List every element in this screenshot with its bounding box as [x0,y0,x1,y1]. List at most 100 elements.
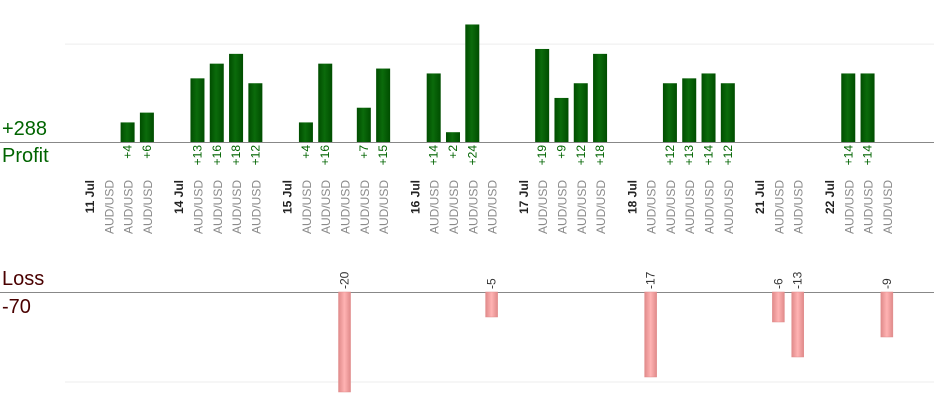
profit-bar [120,122,135,142]
symbol-label: AUD/USD [703,180,717,234]
loss-value-label: -17 [644,271,658,289]
symbol-label: AUD/USD [377,180,391,234]
profit-bar [229,53,244,142]
loss-bar [880,291,894,338]
profit-bar [190,78,205,142]
profit-bar [573,83,588,142]
loss-value-label: -9 [880,278,894,289]
profit-value-label: +19 [535,145,549,166]
symbol-label: AUD/USD [466,180,480,234]
profit-bar [318,63,333,142]
symbol-label: AUD/USD [358,180,372,234]
symbol-label: AUD/USD [141,180,155,234]
profit-bar [554,97,569,142]
loss-bar [791,291,804,358]
profit-value-label: +12 [663,145,677,166]
symbol-label: AUD/USD [428,180,442,234]
profit-bar [682,78,697,142]
profit-bar [209,63,224,142]
symbol-label: AUD/USD [722,180,736,234]
date-label: 22 Jul [823,180,837,214]
symbol-label: AUD/USD [249,180,263,234]
date-label: 15 Jul [281,180,295,214]
symbol-label: AUD/USD [486,180,500,234]
profit-value-label: +12 [721,145,735,166]
profit-value-label: +24 [465,145,479,166]
profit-bar [248,83,263,142]
date-label: 14 Jul [172,180,186,214]
profit-value-label: +2 [446,145,460,159]
profit-value-label: +4 [121,145,135,159]
symbol-label: AUD/USD [842,180,856,234]
profit-value-label: +14 [702,145,716,166]
loss-bar [485,291,498,318]
symbol-label: AUD/USD [862,180,876,234]
profit-bar [720,83,735,142]
profit-bar [445,132,460,142]
date-label: 21 Jul [753,180,767,214]
profit-value-label: +12 [574,145,588,166]
symbol-label: AUD/USD [664,180,678,234]
profit-value-label: +9 [554,145,568,159]
profit-value-label: +14 [861,145,875,166]
loss-value-label: -6 [771,278,785,289]
profit-value-label: +13 [190,145,204,166]
symbol-label: AUD/USD [447,180,461,234]
loss-bar [644,291,657,378]
profit-value-label: +7 [357,145,371,159]
symbol-label: AUD/USD [772,180,786,234]
profit-bar [841,73,856,142]
symbol-label: AUD/USD [339,180,353,234]
loss-value-label: -5 [485,278,499,289]
symbol-label: AUD/USD [555,180,569,234]
symbol-label: AUD/USD [230,180,244,234]
symbol-label: AUD/USD [645,180,659,234]
loss-label: Loss [2,268,45,290]
symbol-label: AUD/USD [122,180,136,234]
symbol-label: AUD/USD [536,180,550,234]
profit-value-label: +4 [299,145,313,159]
profit-value-label: +13 [682,145,696,166]
symbol-label: AUD/USD [102,180,116,234]
profit-bar [860,73,875,142]
profit-value-label: +6 [140,145,154,159]
symbol-label: AUD/USD [881,180,895,234]
symbol-label: AUD/USD [683,180,697,234]
profit-value-label: +14 [841,145,855,166]
profit-label: Profit [2,145,49,167]
profit-bar [535,48,550,143]
loss-bar [338,291,351,393]
symbol-label: AUD/USD [191,180,205,234]
profit-bar [139,112,154,142]
date-label: 17 Jul [517,180,531,214]
loss-total: -70 [2,296,31,318]
profit-bar [662,83,677,142]
symbol-label: AUD/USD [792,180,806,234]
profit-value-label: +12 [248,145,262,166]
loss-value-label: -13 [791,271,805,289]
profit-bar [593,53,608,142]
profit-value-label: +16 [210,145,224,166]
profit-value-label: +18 [593,145,607,166]
loss-value-label: -20 [338,271,352,289]
symbol-label: AUD/USD [594,180,608,234]
profit-bar [376,68,391,142]
symbol-label: AUD/USD [319,180,333,234]
symbol-label: AUD/USD [300,180,314,234]
profit-bar [465,24,480,143]
profit-bar [298,122,313,142]
date-label: 18 Jul [625,180,639,214]
profit-bar [356,107,371,142]
profit-value-label: +15 [376,145,390,166]
date-label: 11 Jul [83,180,97,213]
profit-value-label: +16 [318,145,332,166]
profit-bar [426,73,441,142]
profit-bar [701,73,716,142]
profit-value-label: +18 [229,145,243,166]
symbol-label: AUD/USD [575,180,589,234]
profit-total: +288 [2,118,48,140]
loss-bar [772,291,785,323]
date-label: 16 Jul [408,180,422,214]
